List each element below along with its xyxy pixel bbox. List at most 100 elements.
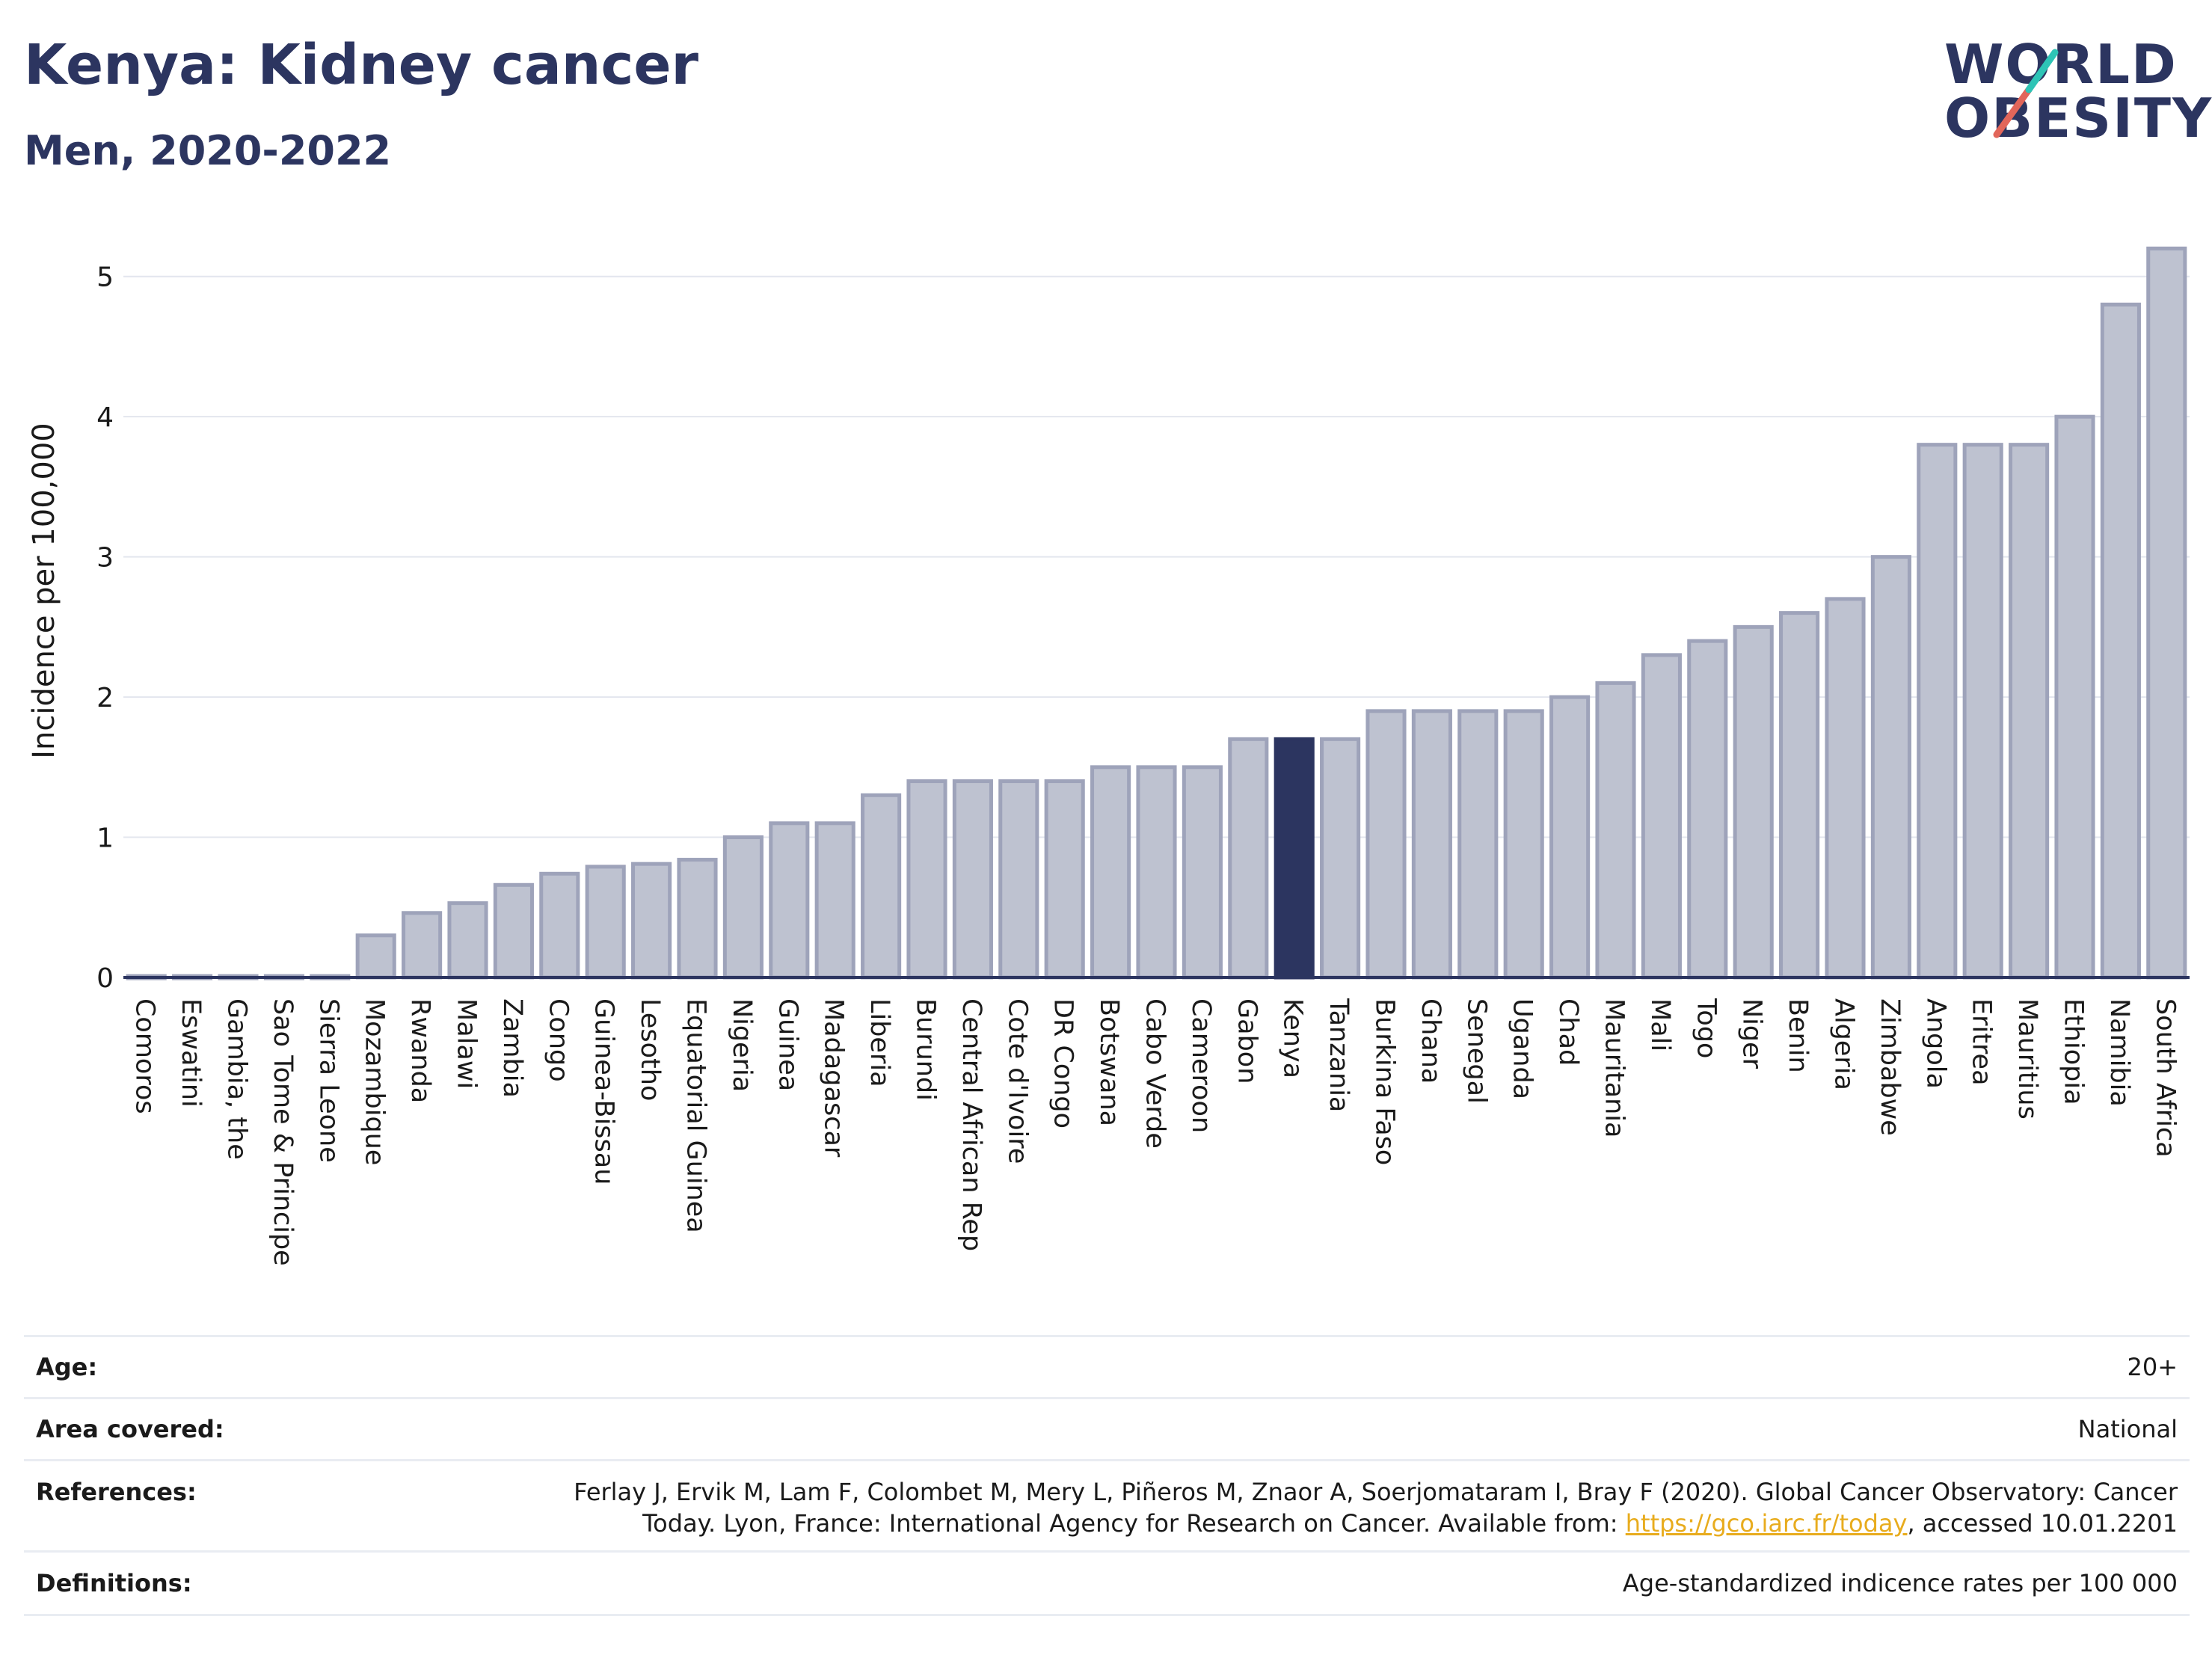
x-tick-label: Lesotho bbox=[635, 998, 665, 1101]
x-tick-label: Kenya bbox=[1278, 998, 1308, 1078]
bar bbox=[1411, 709, 1452, 980]
references-text: Ferlay J, Ervik M, Lam F, Colombet M, Me… bbox=[574, 1478, 2178, 1538]
y-tick-label: 2 bbox=[96, 683, 114, 713]
meta-row-definitions: Definitions: Age-standardized indicence … bbox=[24, 1550, 2190, 1616]
x-tick-label: Mozambique bbox=[360, 998, 390, 1165]
y-tick-label: 3 bbox=[96, 543, 114, 574]
bar bbox=[814, 821, 855, 980]
bar bbox=[2009, 443, 2050, 980]
x-tick-label: Mauritania bbox=[1600, 998, 1629, 1137]
x-tick-label: Cote d'Ivoire bbox=[1002, 998, 1032, 1164]
bar bbox=[539, 871, 580, 980]
definitions-value: Age-standardized indicence rates per 100… bbox=[1622, 1569, 2178, 1597]
x-tick-label: Zambia bbox=[497, 998, 527, 1098]
bar bbox=[952, 779, 993, 980]
x-tick-label: Algeria bbox=[1829, 998, 1859, 1090]
bar bbox=[1733, 624, 1774, 980]
bar bbox=[861, 793, 902, 980]
bar bbox=[906, 779, 947, 980]
bar bbox=[769, 821, 810, 980]
x-tick-label: Mali bbox=[1645, 998, 1675, 1051]
chart-title: Kenya: Kidney cancer bbox=[24, 33, 699, 97]
bar bbox=[1228, 737, 1269, 980]
x-tick-label: Equatorial Guinea bbox=[681, 998, 711, 1233]
x-tick-label: Gambia, the bbox=[222, 998, 252, 1160]
area-value: National bbox=[2077, 1415, 2178, 1443]
bar-highlight bbox=[1274, 737, 1315, 980]
x-tick-label: Gabon bbox=[1232, 998, 1262, 1084]
x-tick-label: Botswana bbox=[1094, 998, 1124, 1126]
bar bbox=[1365, 709, 1407, 980]
y-axis-title: Incidence per 100,000 bbox=[27, 423, 61, 759]
bar bbox=[1182, 765, 1223, 980]
bar bbox=[1320, 737, 1361, 980]
x-tick-label: Tanzania bbox=[1324, 998, 1354, 1112]
x-tick-label: Cabo Verde bbox=[1140, 998, 1170, 1149]
x-tick-label: Namibia bbox=[2104, 998, 2134, 1107]
bar-chart: 0 1 2 3 4 5 Comoros Eswatini Gambia, the Sao Tom… bbox=[27, 246, 2190, 1266]
x-tick-label: Benin bbox=[1783, 998, 1813, 1073]
x-tick-label: Cameroon bbox=[1186, 998, 1216, 1133]
area-label: Area covered: bbox=[36, 1415, 224, 1443]
x-tick-label: Comoros bbox=[130, 998, 160, 1114]
bar bbox=[1595, 681, 1636, 980]
age-value: 20+ bbox=[2127, 1353, 2178, 1381]
bar bbox=[1136, 765, 1177, 980]
meta-row-references: References: Ferlay J, Ervik M, Lam F, Co… bbox=[24, 1459, 2190, 1550]
x-tick-label: Guinea-Bissau bbox=[589, 998, 619, 1185]
bar bbox=[1044, 779, 1085, 980]
x-tick-labels: Comoros Eswatini Gambia, the Sao Tome & Pri… bbox=[130, 998, 2181, 1266]
bar bbox=[1457, 709, 1499, 980]
y-tick-label: 0 bbox=[96, 963, 114, 994]
references-label: References: bbox=[36, 1478, 197, 1506]
x-tick-label: Eritrea bbox=[1967, 998, 1997, 1086]
x-tick-label: Burkina Faso bbox=[1370, 998, 1400, 1165]
bar bbox=[1641, 653, 1682, 980]
age-label: Age: bbox=[36, 1353, 98, 1381]
x-tick-label: Ghana bbox=[1416, 998, 1446, 1084]
logo-slash-icon bbox=[1993, 49, 2059, 138]
bar bbox=[493, 882, 534, 980]
x-tick-label: Ethiopia bbox=[2059, 998, 2089, 1105]
x-tick-label: Malawi bbox=[452, 998, 482, 1089]
y-tick-label: 4 bbox=[96, 402, 114, 433]
x-tick-label: Guinea bbox=[772, 998, 802, 1091]
bar bbox=[631, 862, 672, 980]
bar bbox=[1779, 611, 1820, 980]
meta-row-area: Area covered: National bbox=[24, 1397, 2190, 1459]
x-tick-label: Burundi bbox=[911, 998, 941, 1101]
bars bbox=[126, 246, 2187, 980]
x-tick-label: Senegal bbox=[1461, 998, 1491, 1104]
bar bbox=[1962, 443, 2003, 980]
x-tick-label: Uganda bbox=[1508, 998, 1537, 1099]
x-tick-label: Nigeria bbox=[727, 998, 757, 1092]
y-tick-label: 1 bbox=[96, 823, 114, 854]
bar bbox=[402, 911, 443, 980]
bar bbox=[585, 865, 626, 980]
bar bbox=[722, 835, 764, 980]
x-tick-label: Liberia bbox=[864, 998, 894, 1087]
bar bbox=[677, 858, 718, 980]
bar bbox=[1870, 555, 1911, 980]
bar bbox=[2146, 246, 2187, 980]
x-tick-label: Sao Tome & Principe bbox=[268, 998, 298, 1266]
bar bbox=[447, 901, 488, 980]
bar bbox=[1825, 597, 1866, 980]
bar bbox=[1090, 765, 1131, 980]
metadata-table: Age: 20+ Area covered: National Referenc… bbox=[24, 1335, 2190, 1616]
logo-word-obesity: OBESITY bbox=[1944, 87, 2212, 150]
references-link[interactable]: https://gco.iarc.fr/today bbox=[1625, 1509, 1908, 1538]
bar bbox=[998, 779, 1039, 980]
x-tick-label: Rwanda bbox=[405, 998, 435, 1103]
x-tick-label: South Africa bbox=[2150, 998, 2180, 1158]
x-tick-label: Sierra Leone bbox=[313, 998, 343, 1163]
bar bbox=[1687, 639, 1728, 980]
y-tick-labels: 0 1 2 3 4 5 bbox=[96, 262, 114, 994]
world-obesity-logo: WORLD OBESITY bbox=[1944, 30, 2212, 165]
x-tick-label: Angola bbox=[1920, 998, 1950, 1089]
x-tick-label: Mauritius bbox=[2012, 998, 2042, 1120]
x-tick-label: Congo bbox=[543, 998, 573, 1082]
bar bbox=[2100, 302, 2141, 980]
x-tick-label: Togo bbox=[1691, 998, 1721, 1058]
bar bbox=[1549, 695, 1591, 980]
